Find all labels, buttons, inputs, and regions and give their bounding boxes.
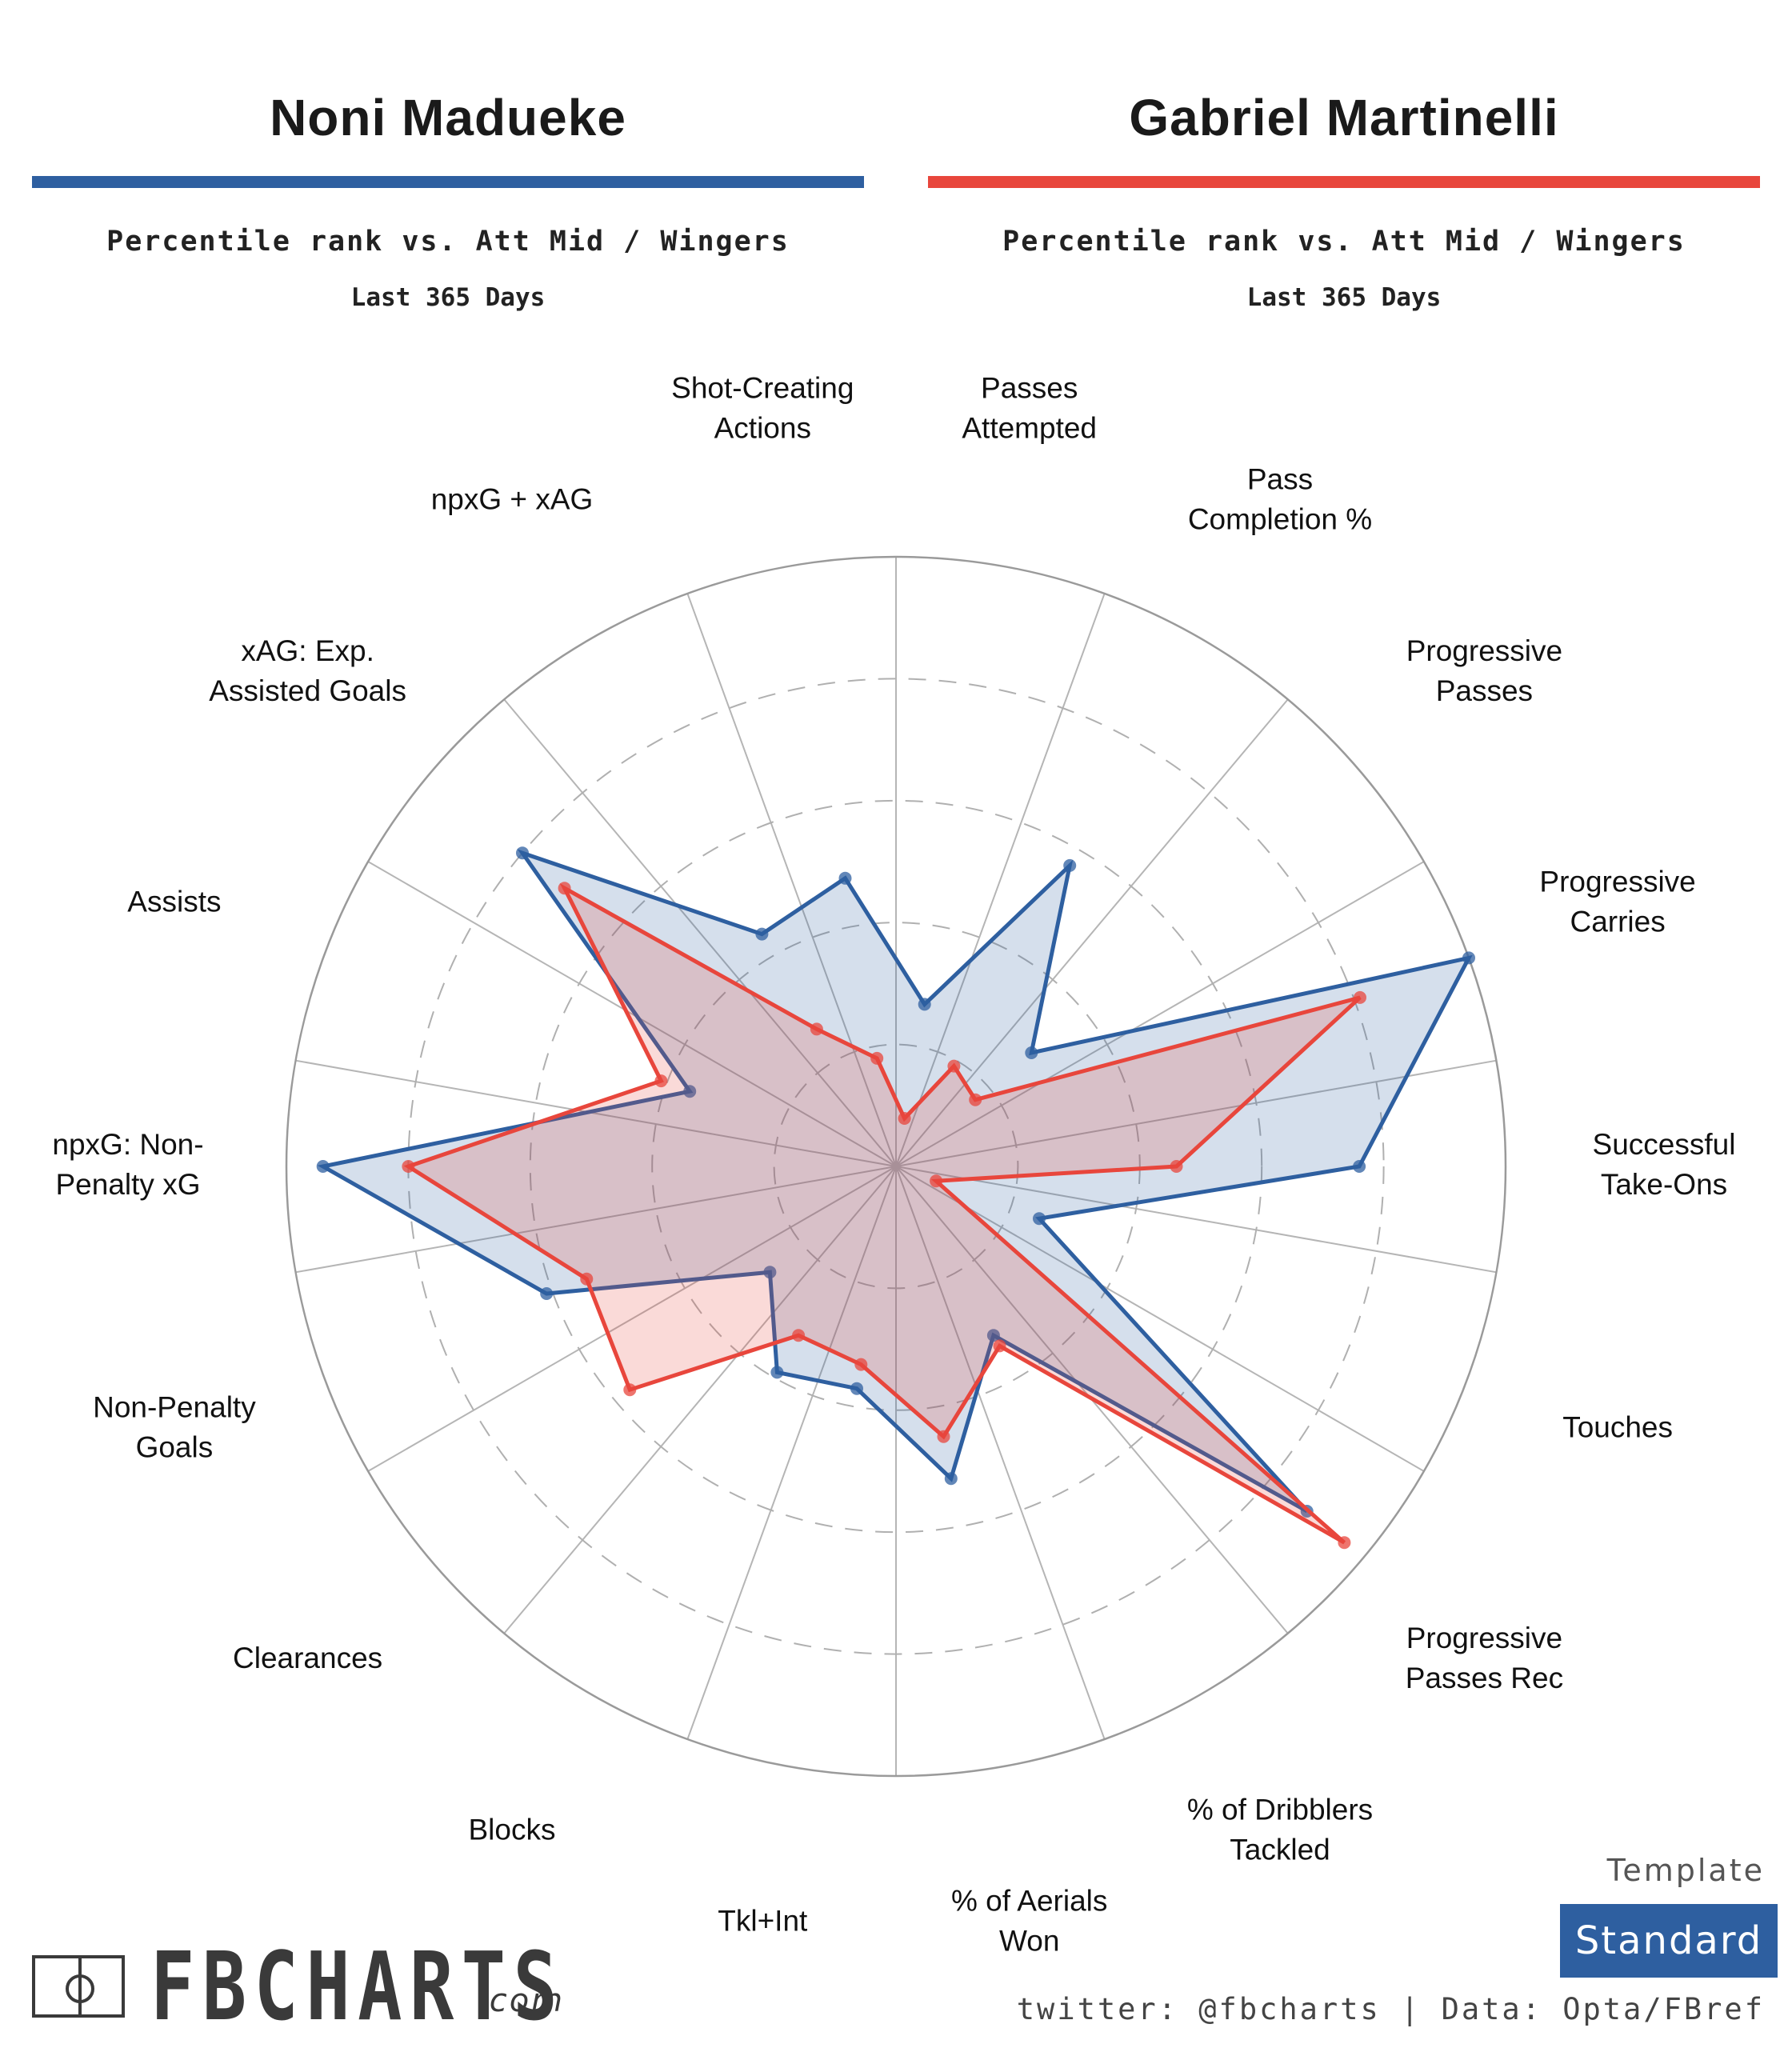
radial-gridline bbox=[367, 1166, 897, 1472]
data-point-martinelli bbox=[947, 1059, 961, 1073]
data-point-martinelli bbox=[623, 1383, 637, 1397]
ring-gridline bbox=[773, 1043, 1019, 1290]
data-point-martinelli bbox=[580, 1272, 594, 1286]
radial-gridline bbox=[503, 1166, 897, 1634]
axis-label: Shot-Creating Actions bbox=[671, 371, 854, 444]
radial-gridline bbox=[895, 1166, 1497, 1274]
player-2-name: Gabriel Martinelli bbox=[1129, 89, 1559, 146]
data-point-madueke bbox=[1033, 1212, 1046, 1226]
pitch-icon bbox=[32, 1955, 125, 2018]
radar-series bbox=[316, 846, 1475, 1550]
data-point-martinelli bbox=[558, 882, 571, 895]
data-point-martinelli bbox=[1354, 990, 1366, 1004]
player-2-period: Last 365 Days bbox=[1246, 283, 1442, 312]
player-1-subtitle: Percentile rank vs. Att Mid / Wingers bbox=[106, 226, 790, 258]
player-1-color-bar bbox=[32, 176, 864, 188]
axis-label: % of Dribblers Tackled bbox=[1187, 1793, 1373, 1866]
data-point-martinelli bbox=[854, 1358, 868, 1371]
data-point-madueke bbox=[1063, 858, 1077, 872]
axis-label: npxG: Non-Penalty xG bbox=[52, 1128, 203, 1201]
radial-gridline bbox=[895, 1059, 1497, 1167]
data-point-madueke bbox=[1025, 1046, 1038, 1059]
axis-label: xAG: Exp. Assisted Goals bbox=[209, 634, 406, 707]
data-point-madueke bbox=[683, 1085, 697, 1098]
data-point-martinelli bbox=[898, 1112, 911, 1125]
data-point-madueke bbox=[516, 846, 529, 860]
player-2-subtitle: Percentile rank vs. Att Mid / Wingers bbox=[1002, 226, 1686, 258]
data-point-martinelli bbox=[937, 1430, 950, 1443]
player-1-name: Noni Madueke bbox=[270, 89, 626, 146]
radial-gridline bbox=[503, 698, 897, 1167]
logo-domain: .com bbox=[477, 1982, 566, 2019]
outer-ring bbox=[285, 555, 1507, 1778]
radial-gridline bbox=[895, 861, 1425, 1167]
data-point-madueke bbox=[850, 1382, 863, 1395]
data-point-madueke bbox=[540, 1287, 554, 1300]
radial-gridline bbox=[295, 1059, 897, 1167]
axis-label: Passes Attempted bbox=[962, 371, 1097, 444]
data-point-madueke bbox=[838, 871, 852, 885]
data-point-madueke bbox=[755, 927, 769, 941]
axis-label: % of Aerials Won bbox=[951, 1884, 1107, 1957]
radar-axis-labels: Passes Attempted Pass Completion % Progressi… bbox=[52, 371, 1735, 1957]
data-point-madueke bbox=[763, 1266, 777, 1279]
ring-gridline bbox=[529, 799, 1263, 1534]
template-caption: Template bbox=[1606, 1853, 1765, 1888]
radial-gridline bbox=[367, 861, 897, 1167]
axis-label: Progressive Passes bbox=[1406, 634, 1562, 707]
axis-label: Progressive Carries bbox=[1539, 865, 1695, 938]
data-point-martinelli bbox=[930, 1174, 943, 1188]
data-point-martinelli bbox=[402, 1160, 415, 1173]
axis-label: Successful Take-Ons bbox=[1593, 1128, 1736, 1201]
player-2-color-bar bbox=[928, 176, 1760, 188]
ring-gridline bbox=[651, 922, 1141, 1411]
radial-gridline bbox=[686, 1166, 897, 1740]
radial-gridline bbox=[895, 593, 1106, 1167]
radial-gridline bbox=[895, 698, 1289, 1167]
data-point-madueke bbox=[944, 1472, 958, 1486]
data-point-martinelli bbox=[654, 1074, 668, 1088]
data-point-martinelli bbox=[792, 1329, 806, 1342]
radial-gridline bbox=[895, 1166, 1425, 1472]
axis-label: Assists bbox=[127, 885, 221, 918]
credits-line: twitter: @fbcharts | Data: Opta/FBref bbox=[1016, 1992, 1765, 2026]
axis-label: Touches bbox=[1562, 1410, 1673, 1443]
data-point-martinelli bbox=[870, 1051, 884, 1065]
data-point-madueke bbox=[1353, 1160, 1366, 1173]
data-point-martinelli bbox=[1338, 1536, 1351, 1550]
data-point-madueke bbox=[986, 1329, 1000, 1342]
data-point-madueke bbox=[770, 1366, 784, 1379]
axis-label: Clearances bbox=[233, 1642, 382, 1674]
data-point-martinelli bbox=[1170, 1160, 1183, 1173]
axis-label: Blocks bbox=[469, 1813, 556, 1846]
data-point-martinelli bbox=[810, 1022, 823, 1036]
radial-gridline bbox=[686, 593, 897, 1167]
axis-label: Progressive Passes Rec bbox=[1406, 1622, 1563, 1694]
data-point-martinelli bbox=[993, 1339, 1006, 1353]
data-point-madueke bbox=[918, 998, 931, 1011]
logo-wordmark: FBCHARTS bbox=[150, 1931, 566, 2042]
axis-label: npxG + xAG bbox=[431, 482, 594, 515]
template-badge[interactable]: Standard bbox=[1560, 1904, 1778, 1978]
data-point-madueke bbox=[316, 1160, 330, 1173]
axis-label: Pass Completion % bbox=[1188, 462, 1372, 535]
radial-gridline bbox=[295, 1166, 897, 1274]
data-point-martinelli bbox=[969, 1093, 982, 1106]
axis-label: Non-Penalty Goals bbox=[93, 1390, 256, 1463]
player-1-period: Last 365 Days bbox=[350, 283, 546, 312]
data-point-madueke bbox=[1462, 951, 1475, 965]
axis-label: Tkl+Int bbox=[718, 1904, 808, 1937]
radial-gridline bbox=[895, 1166, 1106, 1740]
